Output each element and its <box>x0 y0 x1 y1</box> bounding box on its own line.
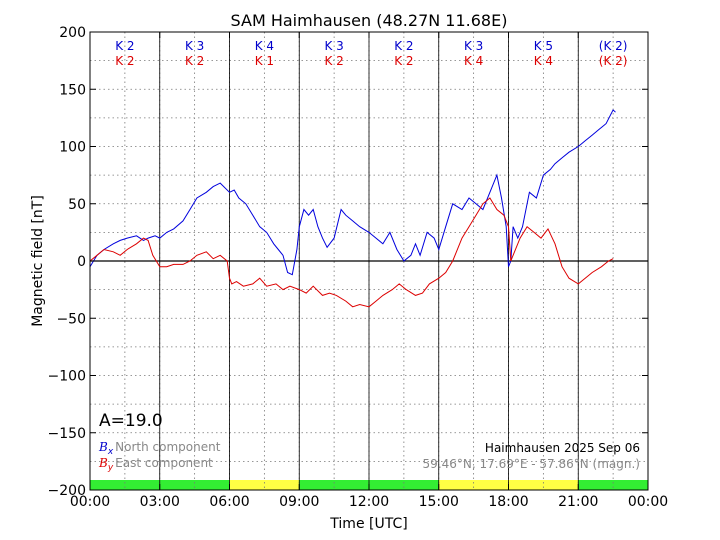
legend-text: East component <box>115 456 213 470</box>
x-tick-label: 00:00 <box>70 494 110 510</box>
y-tick-label: 50 <box>68 197 86 213</box>
k-index-north-label: K 3 <box>324 39 343 53</box>
y-tick-label: −150 <box>48 426 86 442</box>
y-tick-label: 100 <box>59 140 86 156</box>
activity-bar-segment <box>159 480 230 490</box>
x-tick-label: 12:00 <box>349 494 389 510</box>
activity-bar <box>90 480 648 490</box>
activity-bar-segment <box>90 480 160 490</box>
x-tick-label: 09:00 <box>279 494 319 510</box>
legend-entry: By East component <box>98 456 213 473</box>
y-axis-label: Magnetic field [nT] <box>30 195 46 327</box>
x-tick-label: 03:00 <box>140 494 180 510</box>
series-line-north <box>89 109 616 276</box>
k-index-north-label: K 4 <box>255 39 274 53</box>
k-index-east-label: K 1 <box>255 54 274 68</box>
y-tick-label: 0 <box>77 254 86 270</box>
k-index-north-label: K 2 <box>394 39 413 53</box>
k-index-north-label: K 3 <box>464 39 483 53</box>
legend-entry: Bx North component <box>98 440 221 457</box>
activity-bar-segment <box>369 480 439 490</box>
k-index-north-label: K 3 <box>185 39 204 53</box>
legend-text: North component <box>115 440 221 454</box>
station-date-label: Haimhausen 2025 Sep 06 <box>485 441 640 455</box>
legend-symbol: B <box>98 456 108 470</box>
legend-subscript: x <box>107 447 114 457</box>
x-axis-ticks: 00:00 03:00 06:00 09:00 12:00 15:00 18:00 21:00… <box>70 32 668 510</box>
y-tick-label: −50 <box>56 311 86 327</box>
a-index-label: A=19.0 <box>99 411 163 431</box>
k-index-east-label: K 2 <box>324 54 343 68</box>
activity-bar-segment <box>229 480 300 490</box>
k-index-east-label: K 4 <box>464 54 483 68</box>
y-tick-label: −200 <box>48 483 86 499</box>
y-axis-ticks: 200 150 100 50 0 −50 −100 −150 −200 <box>48 25 648 499</box>
legend-subscript: y <box>107 463 114 473</box>
y-tick-label: 200 <box>59 25 86 41</box>
x-tick-label: 06:00 <box>209 494 249 510</box>
x-tick-label: 18:00 <box>488 494 528 510</box>
activity-bar-segment <box>578 480 648 490</box>
x-tick-label: 21:00 <box>558 494 598 510</box>
activity-bar-segment <box>438 480 509 490</box>
y-tick-label: −100 <box>48 369 86 385</box>
x-axis-label: Time [UTC] <box>329 516 407 532</box>
k-index-east-label: K 2 <box>185 54 204 68</box>
k-index-north-label: K 2 <box>115 39 134 53</box>
k-index-east-label: K 2 <box>394 54 413 68</box>
k-index-north-label: K 5 <box>534 39 553 53</box>
y-tick-label: 150 <box>59 82 86 98</box>
legend-symbol: B <box>98 440 108 454</box>
k-index-east-label: (K 2) <box>599 54 628 68</box>
coordinates-label: 59.46°N, 17.69°E - 57.86°N (magn.) <box>423 457 640 471</box>
chart-title: SAM Haimhausen (48.27N 11.68E) <box>231 11 508 30</box>
activity-bar-segment <box>299 480 369 490</box>
x-tick-label: 00:00 <box>628 494 668 510</box>
activity-bar-segment <box>508 480 579 490</box>
x-tick-label: 15:00 <box>419 494 459 510</box>
k-index-east-label: K 2 <box>115 54 134 68</box>
k-index-east-label: K 4 <box>534 54 553 68</box>
k-index-north-row: K 2 K 3 K 4 K 3 K 2 K 3 K 5 (K 2) <box>115 39 627 53</box>
k-index-north-label: (K 2) <box>599 39 628 53</box>
series-line-east <box>89 197 614 308</box>
series-layer <box>89 109 616 308</box>
k-index-east-row: K 2 K 2 K 1 K 2 K 2 K 4 K 4 (K 2) <box>115 54 627 68</box>
